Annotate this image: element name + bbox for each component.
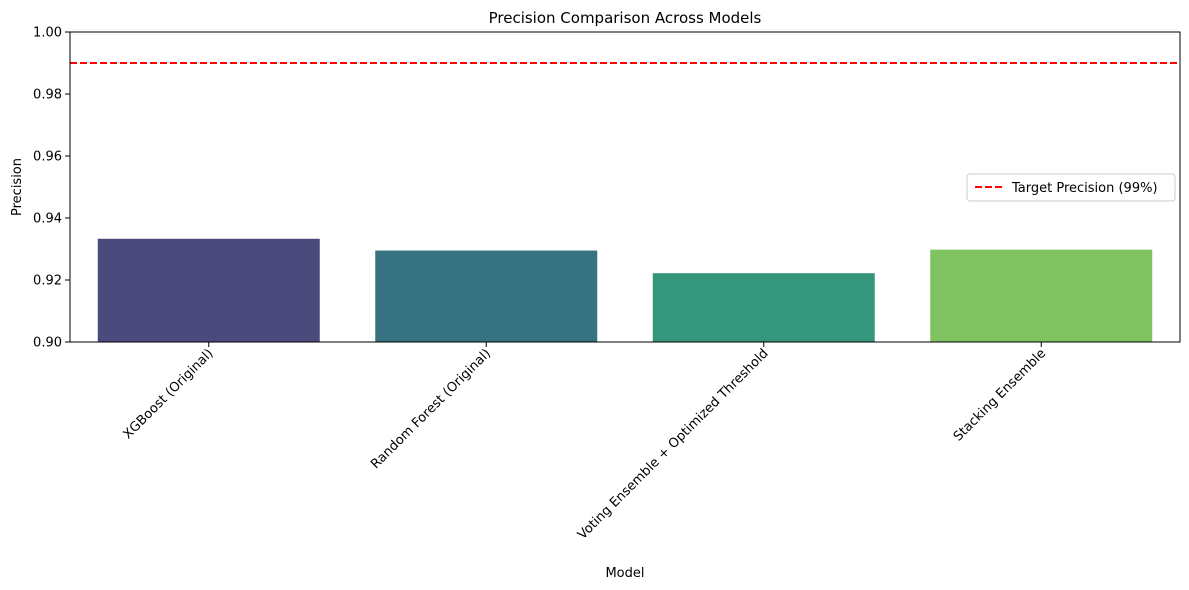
y-tick-label-2: 0.94	[33, 212, 62, 227]
legend-box	[966, 173, 1176, 202]
plot-frame	[69, 31, 1181, 343]
y-tick-label-3: 0.96	[33, 150, 62, 165]
bar-1	[375, 250, 598, 342]
chart-title: Precision Comparison Across Models	[489, 9, 762, 27]
x-tick-label-3: Stacking Ensemble	[951, 346, 1049, 444]
x-axis-label: Model	[605, 566, 644, 581]
y-axis: 0.90 0.92 0.94 0.96 0.98 1.00	[33, 26, 70, 351]
x-tick-label-2: Voting Ensemble + Optimized Threshold	[575, 346, 771, 542]
y-tick-label-4: 0.98	[33, 88, 62, 103]
y-tick-label-1: 0.92	[33, 274, 62, 289]
y-tick-label-5: 1.00	[33, 26, 62, 41]
bar-2	[652, 273, 875, 342]
x-tick-label-1: Random Forest (Original)	[368, 346, 494, 472]
legend-label-target-precision: Target Precision (99%)	[1011, 181, 1158, 196]
y-tick-label-0: 0.90	[33, 336, 62, 351]
bar-3	[930, 249, 1153, 342]
x-tick-label-0: XGBoost (Original)	[121, 346, 217, 442]
legend: Target Precision (99%)	[966, 173, 1176, 202]
y-axis-label: Precision	[10, 158, 25, 216]
bar-0	[97, 238, 320, 342]
bars-group	[97, 238, 1153, 342]
x-axis: XGBoost (Original) Random Forest (Origina…	[121, 342, 1049, 543]
